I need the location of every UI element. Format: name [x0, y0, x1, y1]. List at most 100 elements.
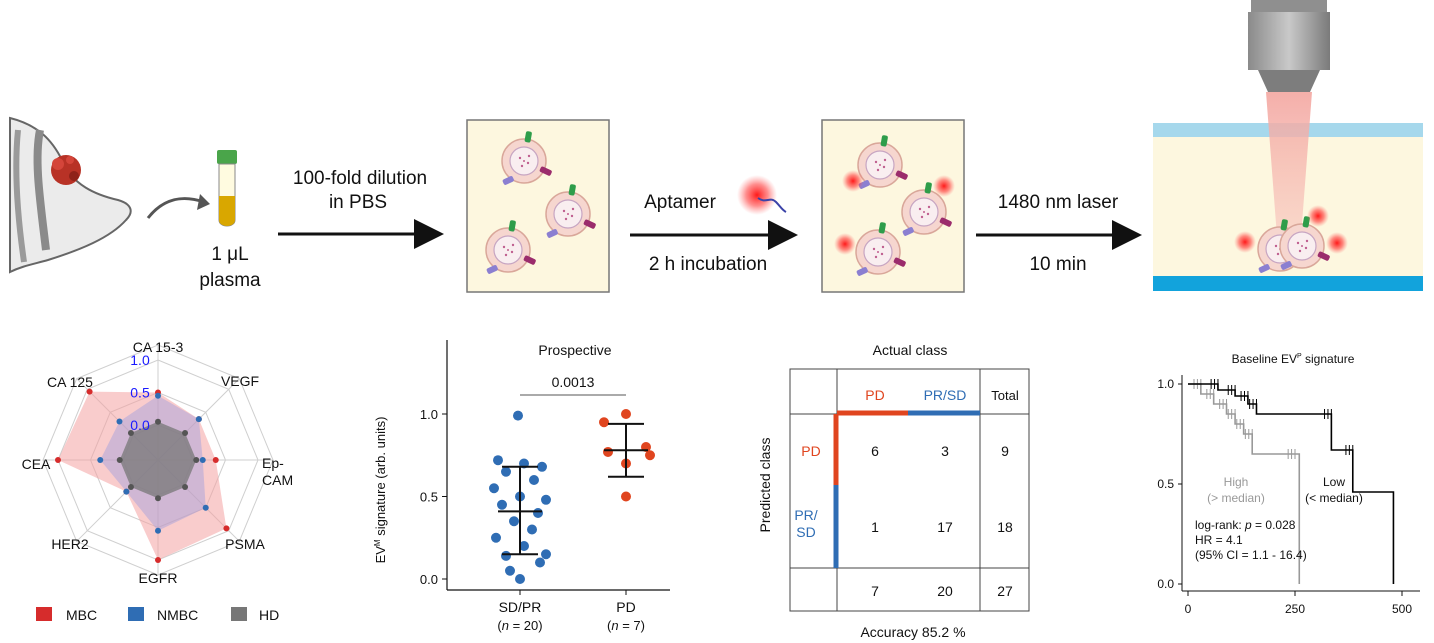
- km-xtick-label: 500: [1392, 602, 1412, 616]
- radar-axis-label-epcam-1: Ep-: [262, 455, 284, 471]
- radar-point-nmbc: [202, 504, 209, 511]
- radar-chart: 1.0 0.5 0.0 CA 15-3 VEGF Ep- CAM PSMA EGFR…: [22, 339, 294, 623]
- dotplot-point-sdpr: [515, 574, 525, 584]
- radar-axis-label-epcam-2: CAM: [262, 472, 293, 488]
- radar-axis-label-cea: CEA: [22, 456, 51, 472]
- cell-total-total: 27: [997, 583, 1013, 599]
- dotplot-point-sdpr: [501, 550, 511, 561]
- km-ytick-label: 0.5: [1157, 477, 1174, 491]
- km-low-label-2: (< median): [1305, 491, 1363, 505]
- dotplot-point-sdpr: [501, 466, 511, 477]
- cell-total-prsd: 20: [937, 583, 953, 599]
- sample-well-2: [821, 119, 965, 293]
- step3-label-bottom: 10 min: [1029, 254, 1086, 275]
- radar-axis-label-psma: PSMA: [225, 536, 265, 552]
- dotplot-point-sdpr: [513, 410, 523, 421]
- radar-point-hd: [127, 429, 134, 436]
- row-header-prsd-1: PR/: [794, 507, 817, 523]
- dotplot-point-sdpr: [493, 455, 503, 466]
- dotplot-point-pd: [599, 417, 609, 428]
- cell-pd-prsd: 3: [941, 443, 949, 459]
- cell-pd-pd: 6: [871, 443, 879, 459]
- radar-axis-label-egfr: EGFR: [139, 570, 178, 586]
- legend-swatch-nmbc: [128, 607, 144, 621]
- col-header-pd: PD: [865, 387, 884, 403]
- accuracy-label: Accuracy 85.2 %: [860, 624, 965, 640]
- laser-chamber: [1153, 92, 1423, 291]
- dotplot-point-pd: [621, 409, 631, 419]
- workflow-diagram: 1 μL plasma 100-fold dilution in PBS Apt…: [9, 0, 1423, 293]
- cell-prsd-pd: 1: [871, 519, 879, 535]
- cell-total-pd: 7: [871, 583, 879, 599]
- legend-swatch-hd: [231, 607, 247, 621]
- radar-point-nmbc: [199, 457, 206, 463]
- km-ytick-label: 0.0: [1157, 577, 1174, 591]
- dotplot-point-pd: [603, 446, 613, 457]
- km-high-label-1: High: [1224, 475, 1249, 489]
- dotplot-point-pd: [621, 491, 631, 502]
- dotplot-title: Prospective: [538, 342, 611, 358]
- curved-arrow: [146, 197, 205, 219]
- km-stat-ci: (95% CI = 1.1 - 16.4): [1195, 548, 1307, 562]
- dotplot-point-sdpr: [519, 541, 529, 551]
- radar-point-hd: [127, 484, 134, 491]
- radar-axis-label-ca153: CA 15-3: [133, 339, 184, 355]
- radar-point-hd: [155, 418, 161, 425]
- dotplot-point-sdpr: [491, 532, 501, 543]
- km-xtick-label: 250: [1285, 602, 1305, 616]
- radar-point-mbc: [55, 457, 61, 463]
- survival-chart: Baseline EVP signature 1.00.50.00 250 500 …: [1157, 352, 1420, 616]
- radar-axis-label-her2: HER2: [51, 536, 89, 552]
- sample-volume: 1 μL: [211, 244, 248, 265]
- radar-point-hd: [182, 429, 189, 436]
- radar-series-hd: [119, 421, 197, 499]
- radar-ring-label: 0.0: [130, 417, 150, 433]
- row-header-pd: PD: [801, 443, 820, 459]
- km-stat-pvalue: log-rank: p = 0.028: [1195, 518, 1296, 532]
- legend-label-mbc: MBC: [66, 607, 97, 623]
- pvalue-label: 0.0013: [552, 374, 595, 390]
- dotplot-point-sdpr: [541, 549, 551, 560]
- sample-well-1: [466, 119, 610, 293]
- radar-ring-label: 1.0: [130, 352, 150, 368]
- km-title: Baseline EVP signature: [1232, 352, 1355, 366]
- dotplot-ytick-label: 0.0: [420, 572, 438, 587]
- dot-plot: Prospective EVM signature (arb. units) 0…: [373, 340, 670, 633]
- radar-point-hd: [155, 495, 161, 502]
- dotplot-point-sdpr: [535, 557, 545, 568]
- dotplot-point-pd: [645, 450, 655, 461]
- dotplot-ytick-label: 0.5: [420, 490, 438, 505]
- km-ytick-label: 1.0: [1157, 377, 1174, 391]
- km-stat-hr: HR = 4.1: [1195, 533, 1243, 547]
- radar-ring-label: 0.5: [130, 385, 150, 401]
- group-label-pd: PD: [616, 599, 635, 615]
- radar-point-mbc: [212, 457, 219, 463]
- cell-prsd-total: 18: [997, 519, 1013, 535]
- radar-point-nmbc: [116, 418, 123, 425]
- radar-point-nmbc: [155, 527, 161, 534]
- radar-axis-label-vegf: VEGF: [221, 373, 259, 389]
- radar-point-nmbc: [195, 416, 202, 423]
- dotplot-point-sdpr: [529, 475, 539, 485]
- cell-prsd-prsd: 17: [937, 519, 953, 535]
- legend-swatch-mbc: [36, 607, 52, 621]
- group-n-sdpr: (n = 20): [497, 618, 542, 633]
- dotplot-point-sdpr: [505, 565, 515, 576]
- step2-label-bottom: 2 h incubation: [649, 254, 767, 275]
- group-n-pd: (n = 7): [607, 618, 645, 633]
- dotplot-point-sdpr: [537, 461, 547, 472]
- step3-label-top: 1480 nm laser: [998, 192, 1119, 213]
- dotplot-point-sdpr: [527, 524, 537, 535]
- confusion-title: Actual class: [873, 342, 948, 358]
- dotplot-point-sdpr: [509, 516, 519, 527]
- breast-illustration: [9, 116, 132, 274]
- radar-point-hd: [182, 484, 189, 491]
- km-xtick-label: 0: [1185, 602, 1192, 616]
- plasma-tube-icon: [217, 150, 237, 227]
- radar-point-nmbc: [155, 392, 161, 399]
- cell-pd-total: 9: [1001, 443, 1009, 459]
- step1-label-2: in PBS: [329, 192, 387, 213]
- confusion-matrix: Actual class Predicted class PD PR/SD To…: [757, 342, 1030, 640]
- col-header-total: Total: [991, 388, 1019, 403]
- step2-label-top: Aptamer: [644, 192, 716, 213]
